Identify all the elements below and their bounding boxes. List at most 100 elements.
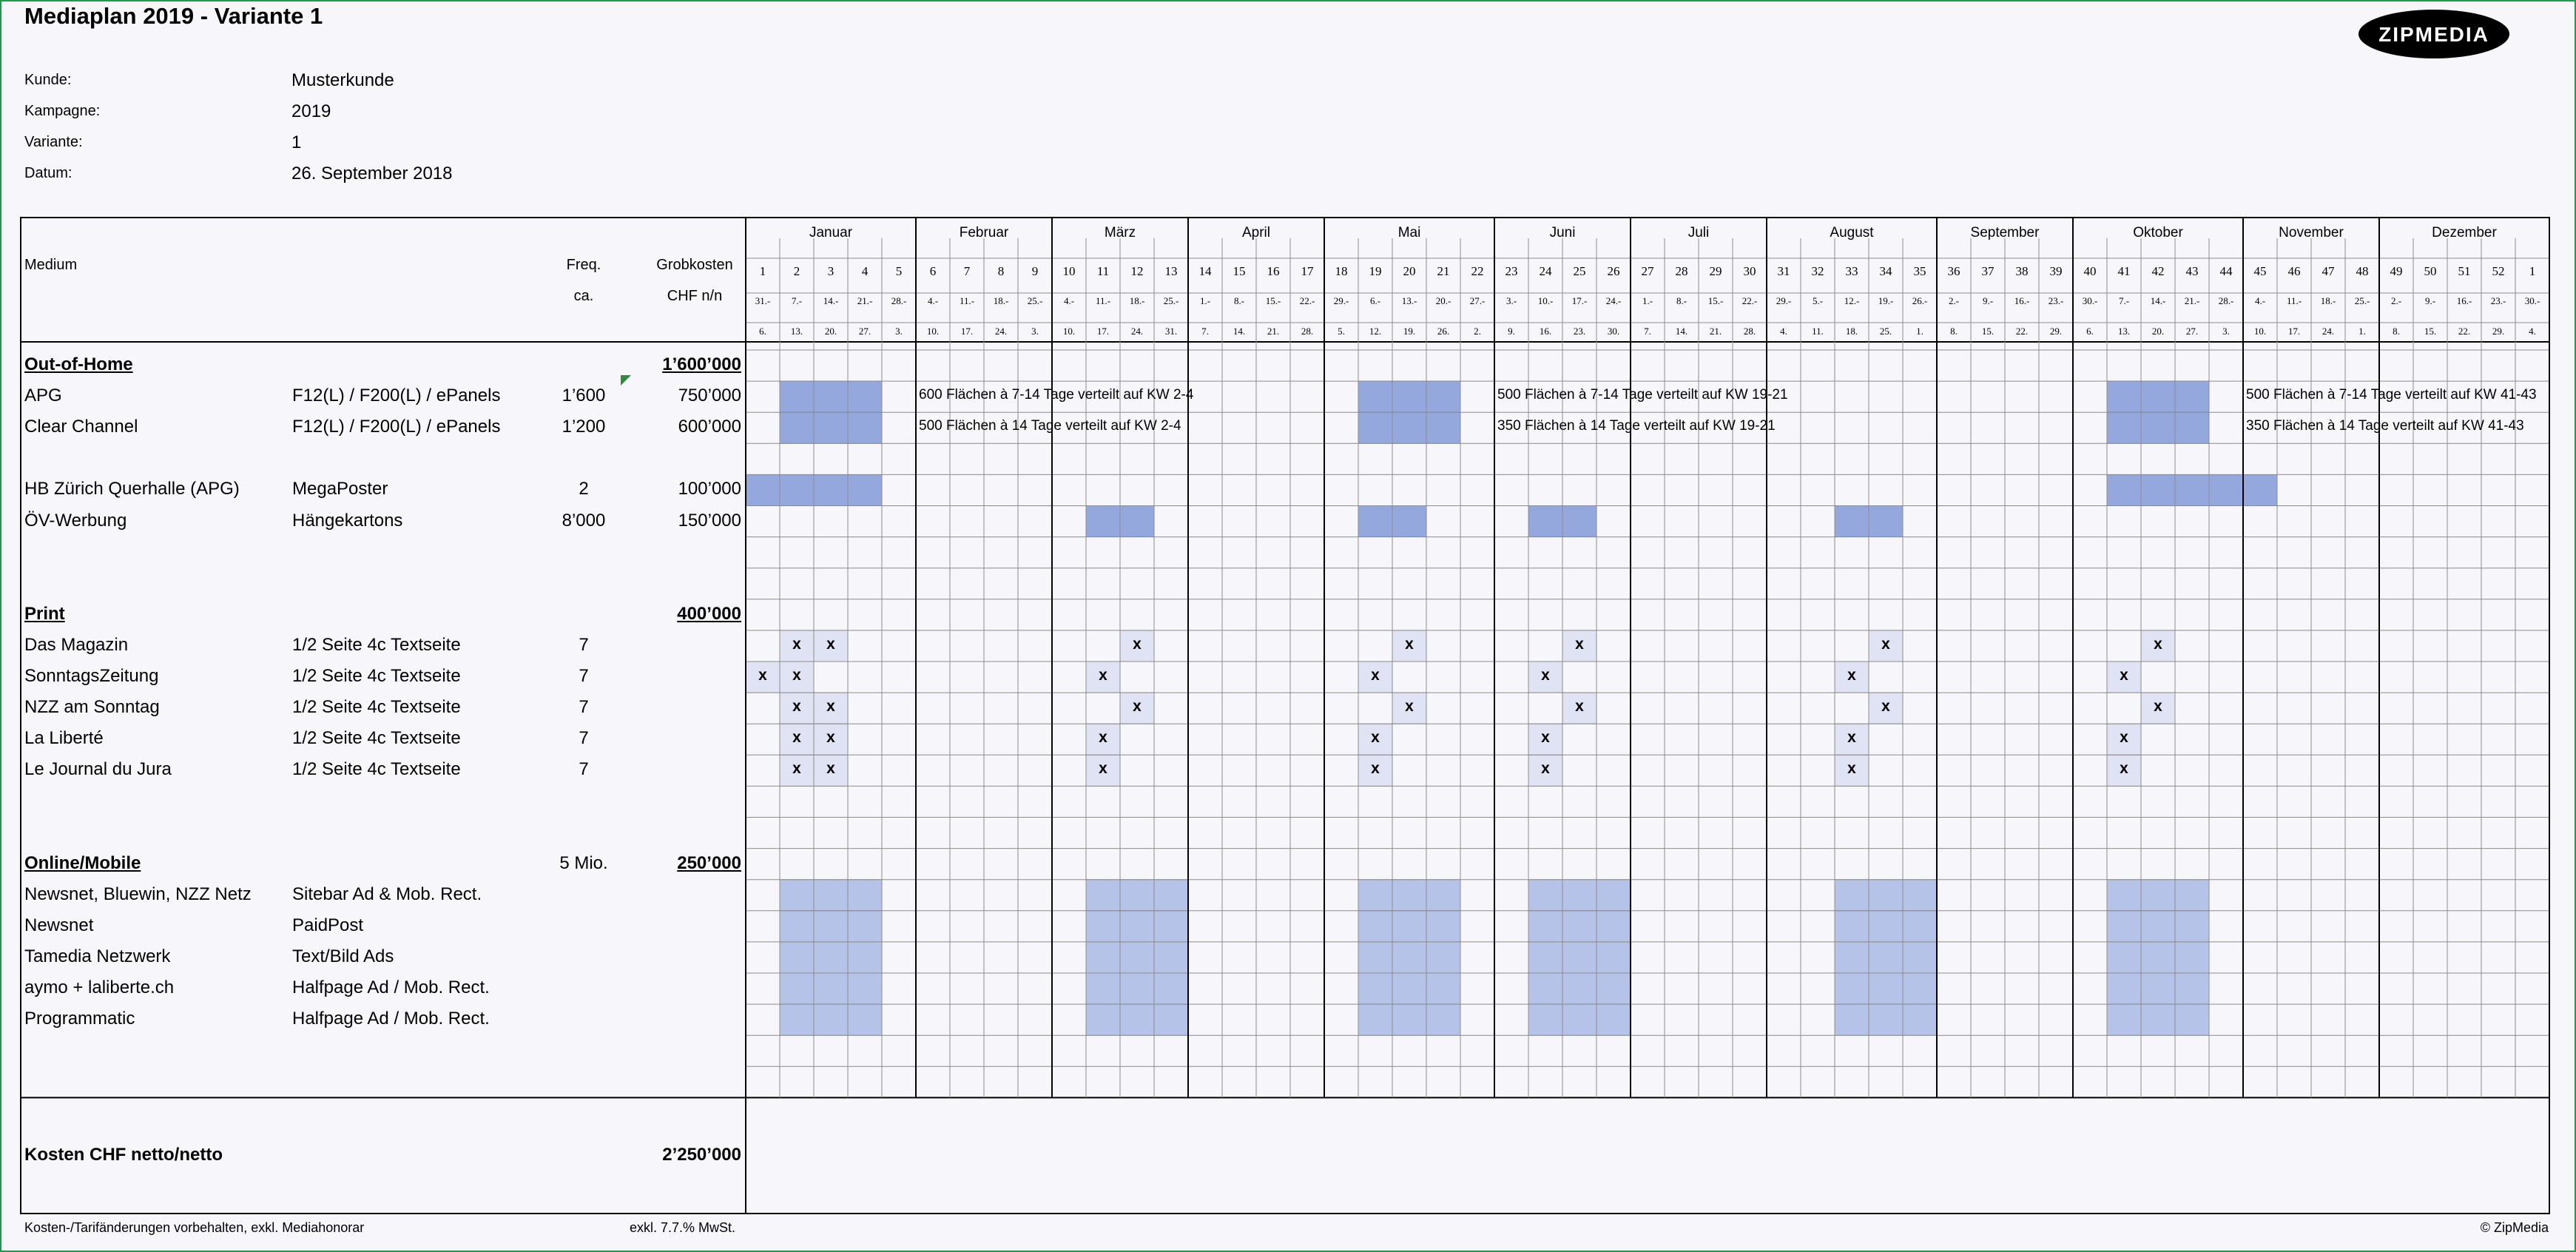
week-start-date: 1.- xyxy=(1199,295,1211,306)
calendar-grid xyxy=(21,218,2549,1213)
week-number: 25 xyxy=(1573,264,1586,278)
print-insertion-mark: x xyxy=(1541,729,1550,747)
week-start-date: 15.- xyxy=(1265,295,1281,306)
week-number: 10 xyxy=(1062,264,1076,278)
booking-note: 500 Flächen à 7-14 Tage verteilt auf KW … xyxy=(1497,387,1788,403)
print-insertion-cell xyxy=(1119,630,1155,662)
online-booking-bar xyxy=(779,1003,883,1036)
online-booking-bar xyxy=(779,972,883,1005)
week-number: 1 xyxy=(759,264,766,278)
format-name: Hängekartons xyxy=(292,510,403,531)
print-insertion-mark: x xyxy=(826,635,835,653)
print-insertion-mark: x xyxy=(792,667,801,684)
week-start-date: 22.- xyxy=(1742,295,1758,306)
week-end-date: 10. xyxy=(1062,326,1076,337)
week-end-date: 6. xyxy=(759,326,766,337)
week-start-date: 4.- xyxy=(927,295,939,306)
week-number: 4 xyxy=(861,264,869,278)
week-end-date: 20. xyxy=(2151,326,2165,337)
week-start-date: 9.- xyxy=(1982,295,1994,306)
week-number: 33 xyxy=(1845,264,1858,278)
week-start-date: 24.- xyxy=(1605,295,1622,306)
footer-copyright: © ZipMedia xyxy=(2480,1220,2549,1235)
format-name: PaidPost xyxy=(292,915,364,935)
week-number: 27 xyxy=(1641,264,1654,278)
week-end-date: 3. xyxy=(1031,326,1039,337)
week-end-date: 31. xyxy=(1164,326,1178,337)
week-number: 38 xyxy=(2015,264,2029,278)
medium-name: Le Journal du Jura xyxy=(24,759,172,780)
online-booking-bar xyxy=(779,879,883,912)
format-name: 1/2 Seite 4c Textseite xyxy=(292,634,461,655)
week-number: 36 xyxy=(1947,264,1960,278)
print-insertion-mark: x xyxy=(1371,729,1380,747)
print-insertion-cell xyxy=(1392,630,1427,662)
cost-value: 150’000 xyxy=(678,510,741,531)
print-insertion-mark: x xyxy=(1133,698,1142,716)
week-number: 26 xyxy=(1607,264,1620,278)
week-number: 2 xyxy=(793,264,800,278)
print-insertion-mark: x xyxy=(1405,635,1414,653)
week-end-date: 17. xyxy=(960,326,974,337)
week-start-date: 11.- xyxy=(959,295,975,306)
week-start-date: 25.- xyxy=(1027,295,1043,306)
week-end-date: 25. xyxy=(1879,326,1892,337)
week-start-date: 21.- xyxy=(2184,295,2200,306)
week-number: 41 xyxy=(2117,264,2131,278)
week-end-date: 24. xyxy=(1130,326,1144,337)
online-booking-bar xyxy=(1528,972,1631,1005)
section-cost: 250’000 xyxy=(677,852,741,873)
week-start-date: 10.- xyxy=(1537,295,1554,306)
week-number: 5 xyxy=(895,264,903,278)
online-booking-bar xyxy=(2106,879,2210,912)
week-start-date: 30.- xyxy=(2082,295,2098,306)
week-end-date: 14. xyxy=(1233,326,1246,337)
print-insertion-mark: x xyxy=(1371,667,1380,684)
week-number: 30 xyxy=(1743,264,1756,278)
week-number: 40 xyxy=(2083,264,2097,278)
online-booking-bar xyxy=(2106,910,2210,943)
week-number: 44 xyxy=(2219,264,2233,278)
week-start-date: 11.- xyxy=(2286,295,2302,306)
booking-bar xyxy=(2106,380,2210,413)
week-end-date: 17. xyxy=(2287,326,2301,337)
week-number: 39 xyxy=(2049,264,2063,278)
format-name: F12(L) / F200(L) / ePanels xyxy=(292,386,501,406)
week-number: 22 xyxy=(1471,264,1484,278)
week-end-date: 30. xyxy=(1607,326,1620,337)
medium-name: La Liberté xyxy=(24,728,104,749)
print-insertion-mark: x xyxy=(792,698,801,716)
week-start-date: 7.- xyxy=(791,295,803,306)
section-heading: Print xyxy=(24,603,65,624)
medium-name: HB Zürich Querhalle (APG) xyxy=(24,479,240,499)
week-number: 17 xyxy=(1301,264,1314,278)
booking-bar xyxy=(1358,380,1461,413)
format-name: Halfpage Ad / Mob. Rect. xyxy=(292,977,490,997)
week-end-date: 3. xyxy=(2222,326,2230,337)
medium-name: Programmatic xyxy=(24,1009,135,1029)
week-start-date: 17.- xyxy=(1571,295,1588,306)
week-end-date: 10. xyxy=(926,326,940,337)
week-number: 43 xyxy=(2185,264,2199,278)
meta-label-datum: Datum: xyxy=(24,165,73,181)
week-end-date: 2. xyxy=(1474,326,1481,337)
week-end-date: 1. xyxy=(2358,326,2366,337)
week-number: 18 xyxy=(1335,264,1348,278)
week-number: 34 xyxy=(1879,264,1892,278)
print-insertion-mark: x xyxy=(1575,635,1584,653)
week-start-date: 8.- xyxy=(1676,295,1687,306)
week-start-date: 28.- xyxy=(891,295,907,306)
week-start-date: 18.- xyxy=(993,295,1009,306)
booking-bar xyxy=(779,411,883,444)
print-insertion-mark: x xyxy=(1541,667,1550,684)
week-number: 32 xyxy=(1811,264,1824,278)
print-insertion-mark: x xyxy=(2120,729,2128,747)
week-number: 23 xyxy=(1505,264,1518,278)
week-start-date: 25.- xyxy=(1163,295,1179,306)
week-start-date: 4.- xyxy=(1063,295,1075,306)
week-number: 52 xyxy=(2492,264,2505,278)
week-end-date: 29. xyxy=(2492,326,2505,337)
month-label: Juli xyxy=(1687,225,1710,240)
week-start-date: 19.- xyxy=(1878,295,1894,306)
print-insertion-mark: x xyxy=(1881,635,1890,653)
